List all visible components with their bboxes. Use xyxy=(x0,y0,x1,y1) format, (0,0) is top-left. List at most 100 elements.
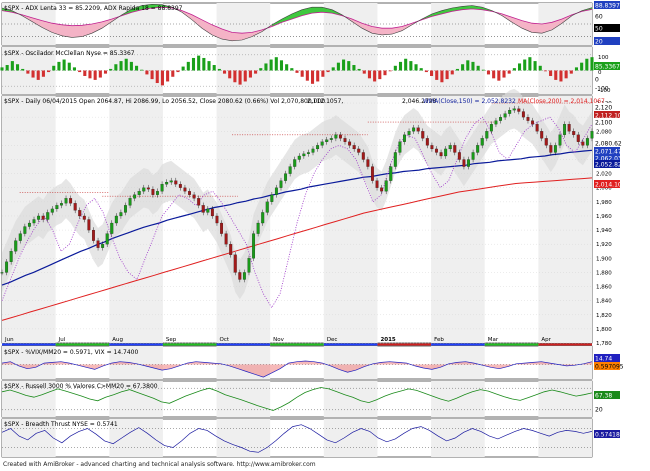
mcc-bar xyxy=(0,67,4,71)
mcc-bar xyxy=(543,70,547,72)
mcc-bar xyxy=(274,57,278,71)
adx-fill-seg xyxy=(82,24,92,37)
mcc-bar xyxy=(124,58,128,71)
candle-body xyxy=(576,134,580,142)
candle-body xyxy=(270,194,274,202)
price-ytick-label: 2,080 xyxy=(596,129,612,135)
candle-body xyxy=(329,138,333,140)
price-tag-2100-bg xyxy=(594,118,620,126)
mcc-bar xyxy=(414,64,418,71)
candle-body xyxy=(18,233,22,241)
month-label: Jun xyxy=(4,337,14,343)
candle-body xyxy=(549,145,553,153)
adx-fill-seg xyxy=(192,14,202,29)
mcc-bar xyxy=(512,68,516,71)
candle-body xyxy=(471,152,475,160)
candle-body xyxy=(247,258,251,273)
candle-body xyxy=(73,203,77,211)
mcc-bar xyxy=(166,70,170,82)
candle-body xyxy=(544,138,548,146)
vix-tag-value: 14.74 xyxy=(595,356,612,363)
candle-body xyxy=(371,166,374,181)
candle-body xyxy=(485,131,489,139)
breadth-tag-value: 0.574183 xyxy=(595,432,624,439)
adx-fill-seg xyxy=(182,10,192,20)
adx-fill-seg xyxy=(272,18,282,27)
mcc-tag-value: 85.3367 xyxy=(595,64,620,71)
candle-body xyxy=(96,240,100,248)
adx-fill-seg xyxy=(442,8,452,14)
candle-body xyxy=(590,131,594,139)
mcc-bar xyxy=(559,70,563,82)
candle-body xyxy=(64,198,68,204)
price-annot-ma200: MA(Close,200) = 2,014.1067 xyxy=(518,98,605,105)
mcc-bar xyxy=(321,70,325,77)
month-shade xyxy=(431,381,485,417)
vix-tag-ratio: 0.597095 xyxy=(595,364,624,371)
candle-body xyxy=(114,215,118,224)
mcc-bar xyxy=(481,69,485,71)
status-strip-seg xyxy=(55,343,110,346)
mcc-bar xyxy=(569,70,573,74)
month-shade xyxy=(538,381,592,417)
price-ytick-label: 1,840 xyxy=(596,299,612,305)
mcc-bar xyxy=(450,70,454,75)
adx-fill-seg xyxy=(222,29,232,41)
candle-body xyxy=(110,222,114,234)
mcc-bar xyxy=(243,70,247,82)
mcc-bar xyxy=(342,59,346,71)
candle-body xyxy=(69,198,73,204)
candle-body xyxy=(306,152,310,154)
mcc-bar xyxy=(367,70,371,79)
candle-body xyxy=(188,191,191,195)
adx-tag-60-bg xyxy=(594,12,620,20)
candle-body xyxy=(540,131,544,139)
candle-body xyxy=(521,111,525,118)
month-label: 2015 xyxy=(380,337,395,343)
breadth-tag-value-bg xyxy=(594,430,620,438)
candle-body xyxy=(0,272,4,274)
candle-body xyxy=(242,272,246,280)
price-ytick-label: 1,900 xyxy=(596,256,612,262)
status-strip-seg xyxy=(270,343,324,346)
price-tag-wma: 2,052.82 xyxy=(595,162,622,169)
candle-body xyxy=(233,254,237,273)
candle-body xyxy=(453,145,457,153)
mcc-bar xyxy=(254,70,258,74)
candle-body xyxy=(32,219,36,224)
candle-body xyxy=(476,145,480,153)
status-strip-seg xyxy=(377,343,432,346)
mcc-bar xyxy=(88,70,92,79)
mcc-bar xyxy=(233,70,237,83)
candle-body xyxy=(220,222,223,234)
price-panel: 2,1202,1002,0802,0602,0402,0202,0001,980… xyxy=(0,88,630,347)
mcc-bar xyxy=(471,61,475,71)
mcc-bar xyxy=(574,67,579,71)
adx-tag-50-bg xyxy=(594,24,620,32)
candle-body xyxy=(137,191,141,195)
price-tag-2071: 2,071.47 xyxy=(595,149,622,156)
candle-body xyxy=(338,134,342,139)
price-annot-1: 2,112.1057, xyxy=(307,98,343,105)
candle-body xyxy=(334,134,338,139)
candle-body xyxy=(467,159,470,167)
mcc-bar xyxy=(171,70,175,77)
footer-credit: Created with AmiBroker - advanced charti… xyxy=(3,461,316,468)
mcc-bar xyxy=(419,68,423,71)
candle-body xyxy=(361,152,365,160)
candle-body xyxy=(224,233,228,245)
candle-body xyxy=(201,205,205,213)
russell-tag-20: 20 xyxy=(595,407,603,414)
adx-fill-seg xyxy=(322,7,332,14)
candle-body xyxy=(23,226,27,234)
candle-body xyxy=(151,189,155,195)
price-tag-max-bg xyxy=(594,111,620,119)
price-ytick-label: 2,000 xyxy=(596,186,612,192)
adx-fill-seg xyxy=(92,21,102,34)
mcc-bar xyxy=(238,70,242,85)
russell-panel: $SPX - Russell 3000 % Valores C>MM20 = 6… xyxy=(1,380,620,418)
price-ytick-label: 2,020 xyxy=(596,172,612,178)
price-tag-2120: 2,120 xyxy=(595,105,612,112)
candle-body xyxy=(146,187,150,190)
breadth-line xyxy=(1,424,593,453)
